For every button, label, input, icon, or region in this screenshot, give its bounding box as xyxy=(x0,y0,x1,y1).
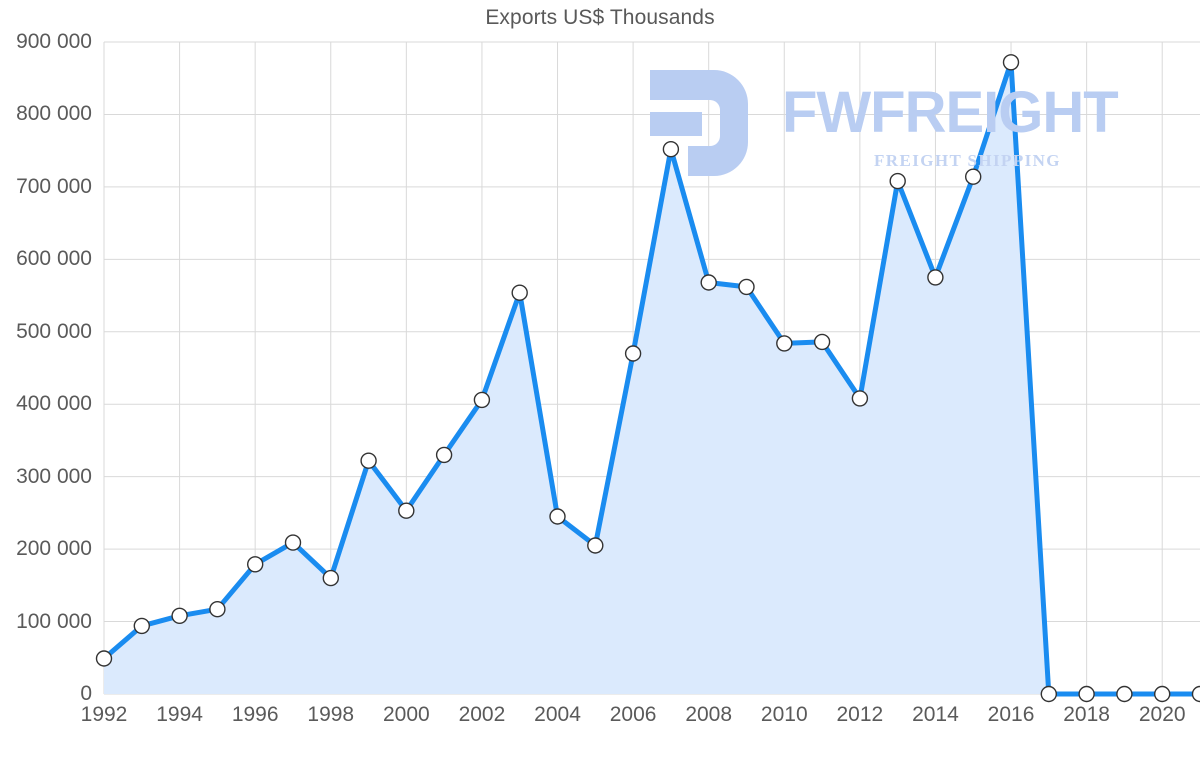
x-axis-tick-label: 2018 xyxy=(1063,703,1110,726)
y-axis-tick-label: 0 xyxy=(80,682,92,705)
x-axis-tick-label: 1998 xyxy=(307,703,355,726)
data-point xyxy=(927,269,944,286)
data-point xyxy=(851,390,869,407)
data-point xyxy=(284,534,302,551)
data-point xyxy=(322,569,339,587)
data-point xyxy=(398,502,415,519)
data-point xyxy=(813,333,831,351)
x-axis-tick-label: 2010 xyxy=(760,703,808,726)
data-point xyxy=(624,345,642,362)
x-axis-tick-label: 1996 xyxy=(231,703,279,726)
data-point xyxy=(171,607,188,624)
data-point xyxy=(662,140,680,158)
x-axis-tick-label: 2016 xyxy=(987,703,1035,726)
data-point xyxy=(776,335,793,352)
y-axis-tick-label: 100 000 xyxy=(16,609,92,633)
y-axis-tick-label: 800 000 xyxy=(16,102,92,126)
x-axis-tick-label: 2012 xyxy=(836,703,884,726)
data-point xyxy=(1116,685,1133,703)
x-axis-labels: 1992 1994 1996 1998 2000 2002 2004 2006 2008 2010… xyxy=(0,703,1200,743)
x-axis-tick-label: 2014 xyxy=(912,703,959,726)
data-point xyxy=(1078,685,1095,703)
y-axis-tick-label: 200 000 xyxy=(16,537,92,561)
chart-title: Exports US$ Thousands xyxy=(485,6,715,29)
data-point xyxy=(435,446,453,464)
data-point xyxy=(965,168,982,185)
data-point xyxy=(587,537,604,554)
data-point xyxy=(133,617,151,635)
y-axis-tick-label: 700 000 xyxy=(16,174,92,198)
data-point xyxy=(511,284,528,301)
y-axis-tick-label: 900 000 xyxy=(16,30,92,53)
x-axis-tick-label: 2006 xyxy=(609,703,657,726)
data-point xyxy=(95,650,113,667)
data-point xyxy=(700,274,717,291)
y-axis-tick-label: 500 000 xyxy=(16,319,92,343)
area-fill xyxy=(104,62,1200,695)
x-axis-tick-label: 2008 xyxy=(685,703,733,726)
x-axis-tick-label: 2002 xyxy=(458,703,506,726)
x-axis-tick-label: 2004 xyxy=(534,703,581,726)
x-axis-tick-label: 2020 xyxy=(1138,703,1186,726)
data-point xyxy=(1153,685,1171,703)
data-point xyxy=(246,556,264,573)
y-axis-tick-label: 300 000 xyxy=(16,464,92,488)
x-axis-tick-label: 1994 xyxy=(156,703,203,726)
data-point xyxy=(209,601,226,618)
data-point xyxy=(360,452,377,469)
y-axis-labels: 0 100 000 200 000 300 000 400 000 500 000 600 … xyxy=(0,0,92,763)
x-axis-tick-label: 1992 xyxy=(80,703,128,726)
data-point xyxy=(1040,685,1058,703)
y-axis-tick-label: 400 000 xyxy=(16,392,92,416)
data-point xyxy=(1002,54,1020,71)
data-point xyxy=(473,391,491,409)
x-axis-tick-label: 2000 xyxy=(382,703,430,726)
y-axis-tick-label: 600 000 xyxy=(16,247,92,271)
data-point xyxy=(738,278,755,296)
data-point xyxy=(889,172,906,190)
data-point xyxy=(549,508,566,525)
data-point xyxy=(1191,685,1200,703)
